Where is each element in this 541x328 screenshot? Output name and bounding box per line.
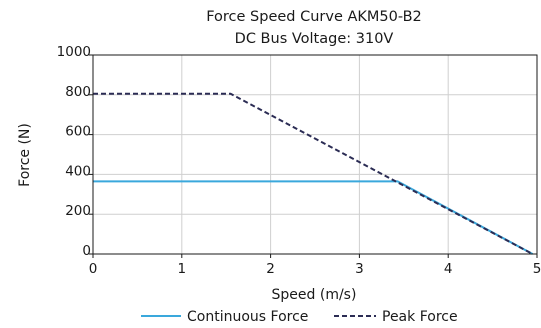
x-tick-label: 0 [89, 261, 98, 277]
x-tick-label: 4 [444, 261, 453, 277]
chart-subtitle: DC Bus Voltage: 310V [235, 31, 394, 47]
x-tick-label: 1 [178, 261, 187, 277]
x-tick-label: 5 [533, 261, 541, 277]
axes [89, 54, 538, 258]
x-tick-label: 3 [355, 261, 364, 277]
legend: Continuous Force Peak Force [141, 309, 458, 325]
y-tick-label: 1000 [57, 44, 91, 60]
chart-title: Force Speed Curve AKM50-B2 [206, 9, 422, 25]
y-axis-label: Force (N) [17, 123, 33, 187]
tick-labels: 0 1 2 3 4 5 0 200 400 600 800 1000 [57, 44, 541, 277]
y-tick-label: 0 [82, 243, 91, 259]
series-layer [93, 92, 534, 255]
legend-label-1: Peak Force [382, 309, 458, 325]
x-tick-label: 2 [266, 261, 275, 277]
series-line-0 [93, 180, 534, 255]
grid [92, 54, 538, 255]
y-tick-label: 200 [65, 203, 91, 219]
x-axis-label: Speed (m/s) [272, 287, 357, 303]
y-tick-label: 800 [65, 84, 91, 100]
series-line-1 [93, 92, 534, 255]
plot-frame [92, 54, 538, 255]
y-tick-label: 600 [65, 124, 91, 140]
legend-label-0: Continuous Force [187, 309, 308, 325]
y-tick-label: 400 [65, 163, 91, 179]
